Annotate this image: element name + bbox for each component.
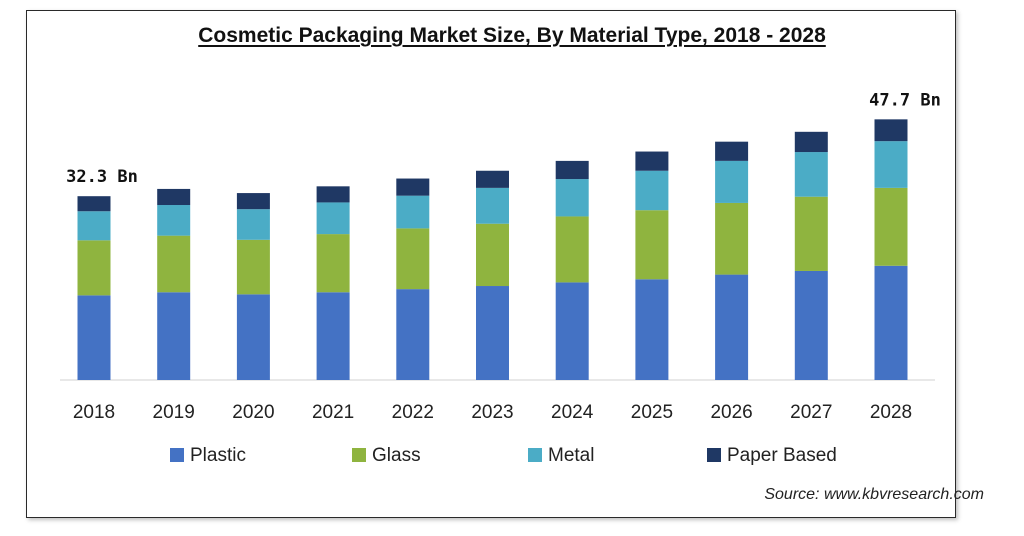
x-tick-label-2019: 2019: [153, 402, 195, 423]
bar-glass-2023: [476, 223, 509, 287]
bar-metal-2022: [396, 195, 430, 229]
bar-paper-based-2025: [635, 151, 669, 171]
x-tick-label-2018: 2018: [73, 402, 115, 423]
bar-paper-based-2019: [157, 188, 191, 206]
bar-plastic-2025: [635, 279, 669, 380]
legend-label-metal: Metal: [548, 445, 594, 466]
bar-plastic-2018: [77, 295, 111, 380]
legend-swatch-plastic: [170, 448, 184, 462]
x-tick-label-2027: 2027: [790, 402, 832, 423]
bar-paper-based-2020: [236, 193, 270, 210]
x-tick-label-2023: 2023: [471, 402, 513, 423]
total-label-2018: 32.3 Bn: [66, 167, 138, 187]
bar-plastic-2022: [396, 289, 430, 380]
bar-glass-2025: [635, 210, 669, 280]
bar-metal-2021: [316, 202, 350, 235]
bar-paper-based-2021: [316, 186, 350, 203]
bar-metal-2026: [715, 160, 749, 203]
bar-paper-based-2024: [555, 160, 589, 180]
bar-paper-based-2026: [715, 141, 749, 161]
bar-metal-2018: [77, 211, 111, 241]
bar-glass-2022: [396, 228, 430, 290]
legend-label-paper-based: Paper Based: [727, 445, 837, 466]
legend-label-plastic: Plastic: [190, 445, 246, 466]
bar-metal-2023: [476, 187, 509, 224]
bar-paper-based-2022: [396, 178, 430, 196]
bar-plastic-2020: [236, 294, 270, 380]
bar-glass-2027: [794, 196, 828, 271]
bar-glass-2020: [236, 239, 270, 295]
x-tick-label-2028: 2028: [870, 402, 912, 423]
bar-metal-2019: [157, 205, 191, 236]
x-tick-label-2026: 2026: [710, 402, 752, 423]
bar-metal-2024: [555, 179, 589, 217]
total-label-2028: 47.7 Bn: [869, 90, 941, 110]
legend-swatch-paper-based: [707, 448, 721, 462]
bar-plastic-2026: [715, 274, 749, 380]
x-tick-label-2025: 2025: [631, 402, 673, 423]
bar-paper-based-2027: [794, 131, 828, 153]
bar-glass-2028: [874, 187, 908, 266]
legend-label-glass: Glass: [372, 445, 421, 466]
x-tick-label-2024: 2024: [551, 402, 594, 423]
bar-metal-2027: [794, 152, 828, 197]
bar-plastic-2028: [874, 265, 908, 380]
bar-metal-2020: [236, 209, 270, 240]
bar-glass-2024: [555, 216, 589, 283]
legend-swatch-glass: [352, 448, 366, 462]
legend-swatch-metal: [528, 448, 542, 462]
bar-glass-2019: [157, 235, 191, 293]
bar-paper-based-2018: [77, 196, 111, 212]
bar-glass-2018: [77, 240, 111, 296]
bar-plastic-2021: [316, 292, 350, 380]
bar-plastic-2019: [157, 292, 191, 380]
bar-paper-based-2023: [476, 170, 509, 188]
x-tick-label-2020: 2020: [232, 402, 274, 423]
bar-plastic-2023: [476, 286, 509, 380]
bar-plastic-2027: [794, 270, 828, 380]
source-note: Source: www.kbvresearch.com: [764, 486, 984, 503]
x-tick-label-2021: 2021: [312, 402, 354, 423]
bar-metal-2028: [874, 141, 908, 188]
bar-plastic-2024: [555, 282, 589, 380]
chart-title: Cosmetic Packaging Market Size, By Mater…: [198, 24, 826, 47]
bar-metal-2025: [635, 170, 669, 211]
bar-paper-based-2028: [874, 119, 908, 142]
bar-glass-2026: [715, 202, 749, 275]
bar-glass-2021: [316, 234, 350, 293]
x-tick-label-2022: 2022: [392, 402, 434, 423]
